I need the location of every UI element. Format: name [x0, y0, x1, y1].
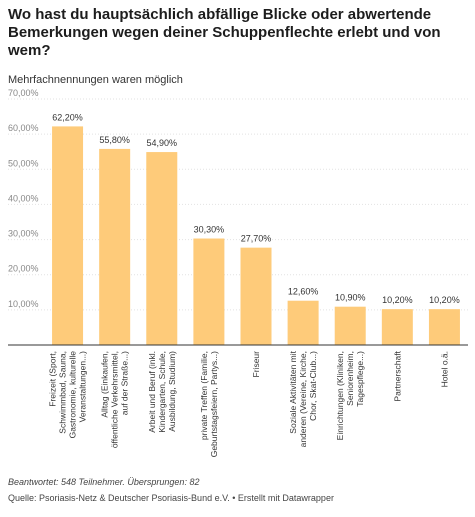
x-category-label: Arbeit und Beruf (inkl.Kindergarten, Sch… [147, 351, 177, 433]
bar [428, 309, 460, 345]
bar-value-label: 12,60% [288, 287, 319, 297]
y-tick-label: 70,00% [8, 88, 39, 98]
chart-subtitle: Mehrfachnennungen waren möglich [8, 74, 183, 86]
bar-value-label: 62,20% [52, 112, 83, 122]
bar [193, 238, 225, 345]
y-tick-label: 20,00% [8, 264, 39, 274]
bar [334, 306, 366, 345]
bar [146, 152, 178, 345]
x-category-label: Friseur [251, 351, 261, 378]
bar-value-label: 55,80% [99, 135, 130, 145]
bar-value-label: 27,70% [241, 234, 272, 244]
bar-value-label: 10,20% [382, 295, 413, 305]
x-category-label: Soziale Aktivitäten mitanderen (Vereine,… [288, 350, 318, 447]
bar [240, 247, 272, 345]
y-tick-label: 50,00% [8, 158, 39, 168]
response-note: Beantwortet: 548 Teilnehmer. Übersprunge… [8, 477, 200, 487]
y-tick-label: 30,00% [8, 229, 39, 239]
source-credit: Quelle: Psoriasis-Netz & Deutscher Psori… [8, 493, 334, 503]
bar-value-label: 30,30% [194, 225, 225, 235]
x-category-label: Freizeit (Sport,Schwimmbad, Sauna,Gastro… [48, 351, 88, 439]
bar [99, 148, 131, 345]
y-tick-label: 40,00% [8, 193, 39, 203]
x-category-label: private Treffen (Familie,Geburtstagsfeie… [199, 351, 219, 457]
bar [287, 300, 319, 345]
x-category-label: Einrichtungen (Kliniken,Seniorenheim,Tag… [335, 351, 365, 440]
bar-value-label: 10,20% [429, 295, 460, 305]
x-category-label: Hotel o.ä. [439, 351, 449, 387]
x-category-label: Alltag (Einkaufen,öffentliche Verkehrsmi… [100, 351, 130, 448]
y-tick-label: 60,00% [8, 123, 39, 133]
x-category-label: Partnerschaft [392, 350, 402, 401]
bar [381, 309, 413, 345]
bar [52, 126, 84, 345]
chart-title: Wo hast du hauptsächlich abfällige Blick… [8, 6, 441, 59]
y-tick-label: 10,00% [8, 299, 39, 309]
bar-value-label: 10,90% [335, 293, 366, 303]
bar-value-label: 54,90% [147, 138, 178, 148]
